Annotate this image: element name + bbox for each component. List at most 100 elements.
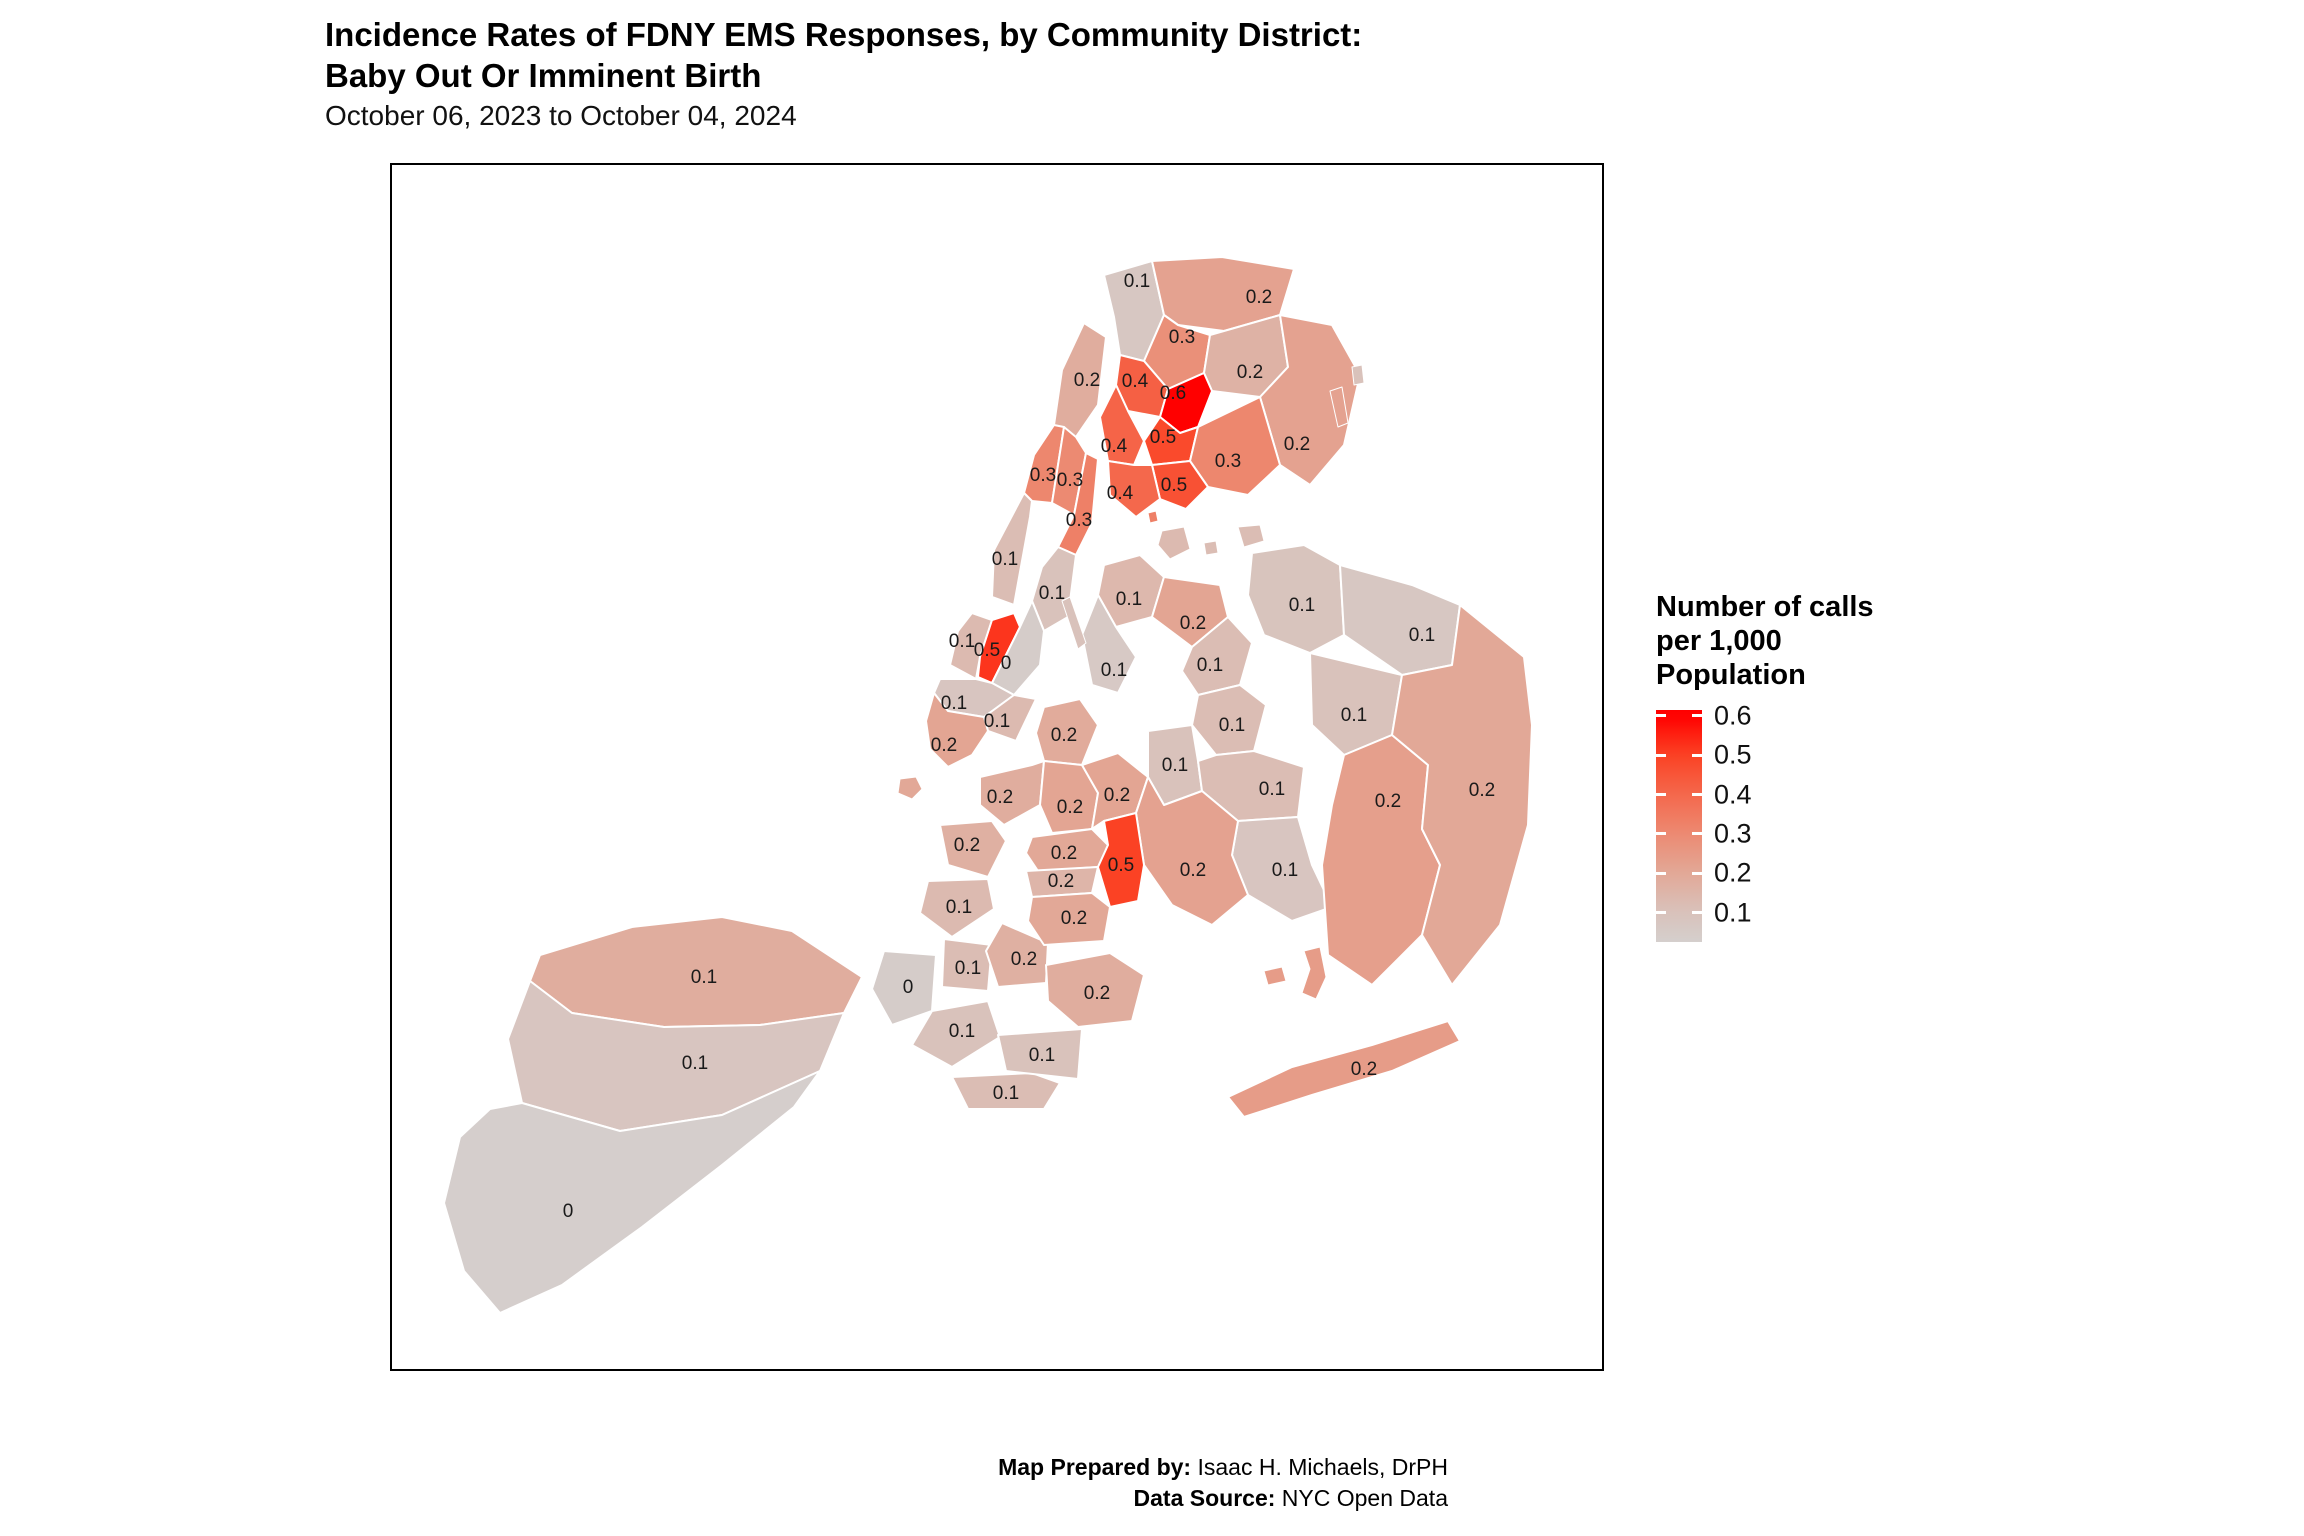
district-shape-d50 (941, 938, 993, 992)
district-value-label-d14: 0.3 (1030, 465, 1056, 486)
district-value-label-d32: 0.1 (1341, 705, 1367, 726)
district-value-label-d23: 0.1 (984, 711, 1010, 732)
district-value-label-d30: 0.1 (1219, 715, 1245, 736)
footer-prepared-by-label: Map Prepared by: (998, 1454, 1192, 1480)
district-value-label-d41: 0.2 (1057, 797, 1083, 818)
legend-tick-label-0.5: 0.5 (1714, 739, 1752, 770)
district-shape-d59 (443, 1070, 821, 1314)
district-value-label-d34: 0.1 (1272, 860, 1298, 881)
island-shape-rikers (1237, 524, 1265, 548)
district-value-label-d44: 0.2 (954, 835, 980, 856)
district-shape-d07 (1259, 314, 1361, 486)
district-value-label-d02: 0.2 (1246, 287, 1272, 308)
district-value-label-d48: 0 (903, 977, 914, 998)
island-shape-north-brother (1203, 540, 1219, 556)
island-shape-ruffle-bar (1263, 966, 1287, 986)
legend-bar-wrap: 0.6 0.5 0.4 0.3 0.2 0.1 (1656, 700, 1752, 942)
map-panel: 0.1 0.2 0.3 0.2 0.4 0.6 0.2 0.4 0.5 0.3 0.5 0.4 0.2 0… (390, 163, 1604, 1371)
chart-subtitle: October 06, 2023 to October 04, 2024 (325, 100, 797, 131)
district-shape-d53 (997, 1028, 1083, 1080)
district-shape-d54 (1097, 812, 1145, 908)
district-shape-d12 (1107, 460, 1161, 518)
district-value-label-d24: 0.2 (931, 735, 957, 756)
legend-tick-mark-left (1656, 714, 1666, 718)
district-value-label-d16: 0.3 (1066, 510, 1092, 531)
island-shape-broad-channel (1301, 946, 1327, 1000)
footer-prepared-by: Map Prepared by: Isaac H. Michaels, DrPH (998, 1452, 1448, 1483)
legend-tick-label-0.4: 0.4 (1714, 779, 1752, 810)
district-shape-d51 (951, 1072, 1061, 1110)
island-shape-city-island (1329, 386, 1349, 428)
district-value-label-d37: 0.2 (1469, 780, 1495, 801)
nyc-choropleth-map: 0.1 0.2 0.3 0.2 0.4 0.6 0.2 0.4 0.5 0.3 0.5 0.4 0.2 0… (443, 256, 1533, 1314)
district-value-label-d17: 0.1 (992, 549, 1018, 570)
district-value-label-d29: 0.1 (1162, 755, 1188, 776)
district-value-label-d01: 0.1 (1124, 271, 1150, 292)
district-value-label-d18: 0.1 (1039, 583, 1065, 604)
district-value-label-d15: 0.3 (1057, 470, 1083, 491)
district-value-label-d10: 0.3 (1215, 451, 1241, 472)
legend-tick-mark-right (1692, 714, 1702, 718)
district-value-label-d43: 0.2 (1180, 860, 1206, 881)
district-value-label-d50: 0.1 (955, 958, 981, 979)
legend-tick-mark-right (1692, 753, 1702, 757)
district-value-label-d52: 0.2 (1011, 949, 1037, 970)
island-shape-governors (897, 776, 923, 800)
chart-title-line1: Incidence Rates of FDNY EMS Responses, b… (325, 16, 1363, 53)
district-shape-d31 (1247, 544, 1345, 654)
legend-title: Number of calls per 1,000 Population (1656, 590, 1986, 692)
district-value-label-d03: 0.3 (1169, 327, 1195, 348)
legend-tick-mark-right (1692, 871, 1702, 875)
district-shape-d49 (911, 1000, 1001, 1068)
district-value-label-d19: 0.1 (949, 631, 975, 652)
district-value-label-d12: 0.4 (1107, 483, 1134, 504)
district-shape-d24 (925, 692, 989, 768)
district-shape-d35 (1339, 564, 1461, 676)
legend: Number of calls per 1,000 Population 0.6… (1656, 590, 1986, 942)
district-value-label-d40: 0.2 (987, 787, 1013, 808)
island-shape-mill-rock (1147, 510, 1159, 524)
district-value-label-d56: 0.2 (1084, 983, 1110, 1004)
district-value-label-d36: 0.2 (1375, 791, 1401, 812)
district-value-label-d59: 0 (563, 1201, 574, 1222)
legend-tick-mark-right (1692, 911, 1702, 914)
district-shape-d36 (1321, 734, 1441, 986)
district-shape-d56 (1045, 952, 1145, 1028)
district-value-label-d20: 0.5 (974, 640, 1000, 661)
district-shape-d45 (919, 878, 995, 938)
district-value-label-d35: 0.1 (1409, 625, 1435, 646)
district-value-label-d54: 0.5 (1108, 855, 1134, 876)
district-value-label-d11: 0.5 (1161, 475, 1187, 496)
district-value-label-d04: 0.2 (1237, 362, 1263, 383)
legend-tick-mark-right (1692, 793, 1702, 797)
district-value-label-d38: 0.2 (1351, 1059, 1377, 1080)
legend-tick-mark-left (1656, 871, 1666, 875)
footer-prepared-by-value: Isaac H. Michaels, DrPH (1197, 1454, 1448, 1480)
district-value-label-d31: 0.1 (1289, 595, 1315, 616)
island-shape-hart-island (1351, 364, 1365, 386)
district-shape-d38 (1227, 1020, 1461, 1118)
district-value-label-d27: 0.2 (1180, 613, 1206, 634)
district-value-label-d58: 0.1 (682, 1053, 708, 1074)
district-value-label-d39: 0.2 (1051, 725, 1077, 746)
legend-title-line3: Population (1656, 659, 1806, 691)
district-shape-d37 (1391, 604, 1533, 986)
district-value-label-d55: 0.2 (1061, 908, 1087, 929)
district-value-label-d21: 0 (1001, 653, 1012, 674)
legend-tick-label-0.2: 0.2 (1714, 857, 1752, 888)
footer-data-source: Data Source: NYC Open Data (998, 1483, 1448, 1514)
district-value-label-d26: 0.1 (1101, 660, 1127, 681)
district-shape-d44 (939, 820, 1007, 878)
legend-tick-mark-left (1656, 911, 1666, 914)
district-value-label-d57: 0.1 (691, 967, 717, 988)
legend-tick-mark-right (1692, 832, 1702, 836)
district-value-label-d33: 0.1 (1259, 779, 1285, 800)
legend-title-line1: Number of calls (1656, 591, 1874, 623)
district-value-label-d06: 0.6 (1160, 383, 1186, 404)
island-shape-roosevelt (1061, 596, 1087, 650)
district-shape-d55 (1027, 892, 1111, 946)
district-value-label-d45: 0.1 (946, 897, 972, 918)
legend-gradient-bar (1656, 710, 1702, 942)
legend-tick-mark-left (1656, 753, 1666, 757)
footer-data-source-label: Data Source: (1133, 1485, 1276, 1511)
